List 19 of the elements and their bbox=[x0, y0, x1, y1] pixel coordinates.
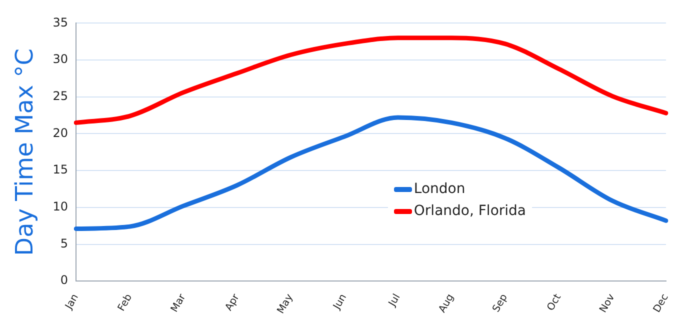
y-tick-label: 30 bbox=[52, 52, 68, 66]
x-tick-label: Oct bbox=[545, 292, 564, 313]
y-tick-label: 15 bbox=[52, 162, 68, 177]
x-tick-label: Sep bbox=[491, 292, 510, 314]
y-axis-title: Day Time Max °C bbox=[10, 48, 39, 256]
x-tick-label: Jan bbox=[63, 292, 81, 312]
y-tick-label: 35 bbox=[52, 15, 68, 30]
line-series bbox=[74, 36, 668, 125]
y-tick-label: 25 bbox=[52, 89, 68, 104]
y-tick-label: 20 bbox=[52, 126, 68, 140]
x-tick-label: Feb bbox=[116, 292, 135, 314]
legend-label: London bbox=[414, 180, 466, 199]
x-tick-label: Jul bbox=[386, 292, 403, 310]
x-tick-label: Jun bbox=[331, 292, 350, 312]
legend-label: Orlando, Florida bbox=[414, 202, 526, 221]
y-tick-label: 0 bbox=[60, 273, 68, 288]
line-series bbox=[74, 115, 668, 232]
y-tick-label: 5 bbox=[60, 236, 68, 250]
y-tick-label: 10 bbox=[52, 200, 68, 214]
